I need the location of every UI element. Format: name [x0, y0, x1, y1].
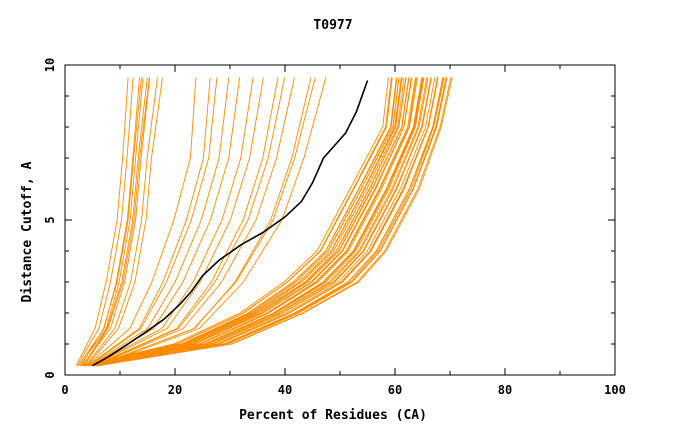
model-curve: [97, 77, 327, 367]
model-curve: [93, 77, 436, 367]
model-curve: [76, 77, 134, 366]
x-tick-label: 20: [168, 383, 182, 397]
model-curve: [91, 77, 254, 367]
axis-ticks: [64, 64, 616, 376]
model-curve: [84, 77, 150, 366]
chart-title: T0977: [313, 18, 352, 33]
model-curve: [82, 77, 148, 366]
model-curve: [81, 77, 151, 366]
model-curve: [88, 77, 418, 367]
model-curve: [93, 77, 279, 367]
model-curve: [86, 77, 410, 367]
model-curve: [92, 77, 264, 367]
model-curve: [82, 77, 392, 367]
model-curve: [95, 77, 295, 367]
x-tick-label: 60: [388, 383, 402, 397]
model-curve: [92, 77, 429, 367]
y-axis-title: Distance Cutoff, A: [20, 161, 35, 302]
tick-labels: 0 20 40 60 80 100 0 5 10: [43, 58, 626, 397]
model-curve: [97, 77, 452, 367]
y-tick-label: 0: [43, 371, 57, 378]
model-curves: [75, 77, 453, 367]
model-curve: [96, 77, 447, 367]
model-curve: [93, 77, 432, 367]
x-tick-label: 40: [278, 383, 292, 397]
y-tick-label: 10: [43, 58, 57, 72]
model-curve: [88, 77, 416, 367]
model-curve: [86, 77, 197, 367]
model-curve: [88, 77, 413, 367]
model-curve: [94, 77, 439, 367]
model-curve: [84, 77, 405, 367]
model-curve: [97, 77, 453, 367]
model-curve: [83, 77, 397, 367]
model-curve: [90, 77, 241, 367]
model-curve: [75, 77, 129, 366]
model-curve: [86, 77, 163, 366]
x-tick-label: 0: [61, 383, 68, 397]
model-curve: [81, 77, 389, 367]
highlight-curve-group: [92, 80, 369, 367]
model-curve: [88, 77, 218, 367]
model-curve: [83, 77, 400, 367]
highlight-curve: [92, 80, 369, 367]
model-curve: [89, 77, 230, 367]
model-curve: [91, 77, 425, 367]
model-curve: [80, 77, 142, 366]
model-curve: [87, 77, 211, 367]
x-tick-label: 80: [498, 383, 512, 397]
model-curve: [85, 77, 158, 366]
x-tick-label: 100: [604, 383, 626, 397]
y-tick-label: 5: [43, 216, 57, 223]
model-curve: [90, 77, 423, 367]
model-curve: [87, 77, 407, 367]
model-curve: [79, 77, 144, 366]
model-curve: [96, 77, 448, 367]
model-curve: [96, 77, 316, 367]
model-curve: [95, 77, 444, 367]
model-curve: [97, 77, 445, 367]
x-axis-title: Percent of Residues (CA): [239, 408, 427, 423]
model-curve: [85, 77, 402, 367]
model-curve: [91, 77, 428, 367]
